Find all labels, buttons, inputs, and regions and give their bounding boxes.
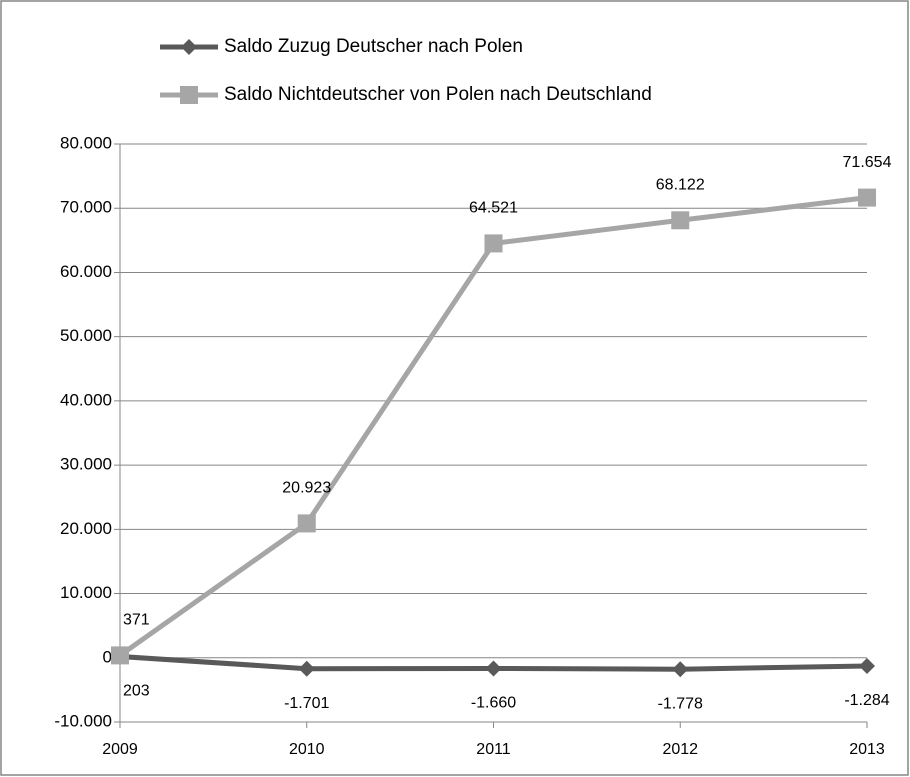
y-tick-label: 0 — [103, 647, 112, 666]
data-label: 68.122 — [656, 177, 705, 194]
data-label: 20.923 — [282, 480, 331, 497]
y-tick-label: 70.000 — [60, 198, 112, 217]
y-tick-label: 20.000 — [60, 519, 112, 538]
data-label: 203 — [123, 683, 150, 700]
data-point — [859, 658, 875, 675]
x-tick-label: 2012 — [662, 741, 698, 758]
y-tick-label: 10.000 — [60, 583, 112, 602]
y-tick-label: 40.000 — [60, 390, 112, 409]
x-tick-label: 2011 — [476, 741, 511, 758]
data-point — [484, 234, 503, 253]
legend-marker — [181, 39, 197, 55]
data-label: 371 — [123, 612, 150, 629]
y-tick-label: 60.000 — [60, 262, 112, 281]
y-tick-label: 80.000 — [60, 133, 112, 152]
data-point — [111, 646, 129, 665]
data-point — [671, 211, 690, 230]
data-label: -1.701 — [284, 695, 329, 712]
data-label: -1.660 — [471, 695, 516, 712]
data-point — [858, 188, 876, 207]
data-label: 64.521 — [469, 200, 518, 217]
data-label: -1.284 — [844, 692, 889, 709]
data-point — [672, 661, 689, 678]
legend-label: Saldo Zuzug Deutscher nach Polen — [224, 36, 523, 57]
legend-label: Saldo Nichtdeutscher von Polen nach Deut… — [224, 84, 652, 105]
x-tick-label: 2009 — [102, 741, 138, 758]
data-point — [485, 660, 502, 677]
y-tick-label: 30.000 — [60, 455, 112, 474]
data-point — [298, 660, 315, 677]
x-tick-label: 2013 — [849, 741, 885, 758]
data-point — [297, 514, 316, 533]
data-label: 71.654 — [843, 154, 892, 171]
y-tick-label: 50.000 — [60, 326, 112, 345]
x-tick-label: 2010 — [289, 741, 325, 758]
y-tick-label: -10.000 — [54, 711, 112, 730]
data-label: -1.778 — [658, 695, 703, 712]
legend-marker — [180, 86, 198, 104]
